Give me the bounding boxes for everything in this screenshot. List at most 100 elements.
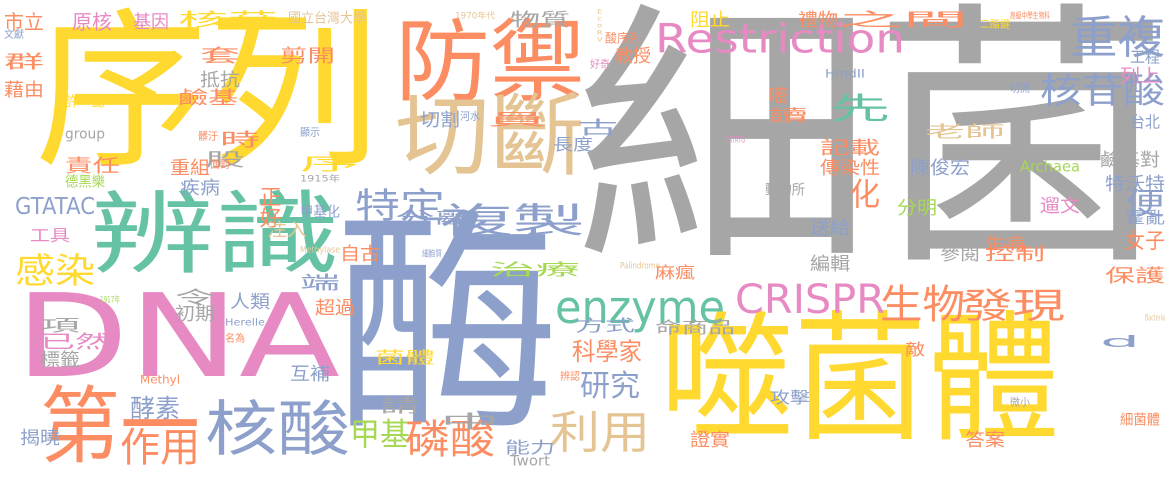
word-zh-107: 麻瘋 <box>655 263 695 282</box>
word-ecorv: EcoRV <box>595 8 605 43</box>
word-zh-66: 老師 <box>925 122 1005 141</box>
word-zh-58: 河水 <box>460 110 480 123</box>
word-enzyme: enzyme <box>555 281 725 334</box>
word-zh-17: 感染 <box>15 252 95 292</box>
word-zh-74: 股 <box>205 150 245 171</box>
word-zh-69: 長度 <box>553 135 593 154</box>
word-zh-92: 遛文 <box>1040 196 1080 217</box>
word-zh-77: 重組 <box>170 158 210 179</box>
word-zh-20: 科學家 <box>572 336 642 367</box>
word-zh-49: 酸序列 <box>605 30 641 46</box>
word-zh-114: 超過 <box>315 298 355 319</box>
word-zh-50: 教授 <box>615 46 651 67</box>
word-zh-119: 已然 <box>40 332 110 353</box>
word-zh-53: 藉由 <box>4 80 44 101</box>
word-zh-27: 發現 <box>960 287 1065 327</box>
word-zh-42: 阻止 <box>690 10 730 31</box>
word-zh-0: 細菌 <box>575 0 1170 303</box>
word-zh-129: 請 <box>380 396 420 417</box>
word-zh-35: 原核 <box>72 10 112 34</box>
word-zh-6: 防禦 <box>395 10 585 115</box>
word-zh-127: 互補 <box>290 364 330 385</box>
word-zh-118: 項 <box>40 316 80 335</box>
word-zh-38: 國立台灣大學 <box>288 10 366 27</box>
word-zh-130: 攻擊 <box>770 388 810 407</box>
word-1970: 1970年代 <box>455 10 495 21</box>
word-zh-132: 中 <box>440 412 500 433</box>
word-zh-52: 群 <box>4 52 44 73</box>
word-zh-44: 之間 <box>838 10 968 31</box>
word-1915: 1915年 <box>300 173 340 184</box>
word-zh-85: 傳染性 <box>820 158 880 179</box>
word-zh-18: 特定 <box>355 187 445 227</box>
word-zh-76: 德黑樂 <box>65 174 105 191</box>
word-zh-105: 治療 <box>490 260 580 279</box>
word-zh-68: 古 <box>578 118 618 139</box>
word-zh-47: 套 <box>200 46 240 67</box>
word-zh-46: 文獻 <box>4 28 24 41</box>
word-zh-116: 命商品 <box>655 318 735 337</box>
word-zh-45: 高級中學生物科 <box>1010 10 1050 21</box>
word-zh-78: 面對 <box>210 158 230 171</box>
word-zh-122: 敵 <box>905 340 925 359</box>
word-zh-24: 酵素 <box>130 394 180 423</box>
word-zh-56: 許一懿 <box>65 94 105 111</box>
word-zh-64: 嘧 <box>768 86 788 107</box>
word-gtatac: GTATAC <box>15 192 95 221</box>
word-zh-21: 研究 <box>580 369 640 404</box>
word-zh-101: 參閱 <box>940 244 980 265</box>
word-zh-22: 利用 <box>550 406 650 459</box>
word-zh-108: 編輯 <box>810 254 850 275</box>
word-zh-25: 甲基 <box>350 416 410 454</box>
word-zh-9: 核酸 <box>205 395 350 465</box>
word-zh-88: 鹼基對 <box>1100 150 1160 171</box>
word-zh-3: 噬菌體 <box>660 298 1060 462</box>
word-zh-2: 序列 <box>35 0 380 192</box>
word-archaea: Archaea <box>1020 158 1080 176</box>
word-zh-29: 先 <box>830 92 890 127</box>
word-zh-34: 市立 <box>4 10 44 34</box>
word-zh-37: 核苷 <box>178 10 278 31</box>
word-zh-135: 證實 <box>690 430 730 451</box>
word-zh-43: 禮物 <box>798 10 838 31</box>
word-catatg: CATATG <box>725 134 745 145</box>
word-zh-14: 生物 <box>880 282 965 328</box>
word-zh-128: 辨認 <box>560 370 580 383</box>
word-zh-98: 自古 <box>340 244 380 265</box>
word-group: group <box>65 126 105 143</box>
word-crispr: CRISPR <box>735 277 885 323</box>
word-zh-104: 端 <box>300 273 340 294</box>
word-zh-11: 重複 <box>1070 11 1165 64</box>
word-zh-55: 鹼基 <box>178 88 238 109</box>
word-zh-48: 剪開 <box>280 46 335 67</box>
word-zh-33: 女子 <box>1125 227 1165 254</box>
word-zh-91: 分明 <box>897 198 937 219</box>
word-methyl: Methyl <box>140 372 180 387</box>
word-zh-54: 抵抗 <box>200 70 240 91</box>
word-zh-81: 疾病 <box>180 178 220 199</box>
word-bacteria: Bacteria <box>1145 312 1165 323</box>
word-zh-100: 生病 <box>985 234 1025 253</box>
word-d: d <box>1100 332 1140 351</box>
word-zh-133: 細菌體 <box>1120 412 1160 429</box>
word-zh-84: 記載 <box>820 138 880 159</box>
word-palindrome: Palindrome <box>620 260 660 271</box>
word-zh-94: 工具 <box>30 226 70 245</box>
word-zh-59: 員 <box>487 110 547 129</box>
word-restriction: Restriction <box>655 15 905 63</box>
word-zh-75: 責任 <box>65 156 120 177</box>
word-herelle: Herelle <box>225 316 265 329</box>
word-zh-28: 二酯鍵 <box>980 18 1010 31</box>
word-zh-102: 控制 <box>985 244 1045 265</box>
word-zh-65: 讀 <box>768 106 808 125</box>
word-zh-124: 標籤 <box>40 350 80 371</box>
word-zh-134: 揭曉 <box>20 428 60 449</box>
word-zh-111: 令 <box>175 288 215 309</box>
word-zh-90: 動物所 <box>765 182 805 199</box>
word-zh-138: 答案 <box>965 430 1005 451</box>
word-zh-1: 酶 <box>335 190 560 466</box>
word-zh-99: 送給 <box>810 218 850 239</box>
word-zh-121: 名為 <box>225 332 245 345</box>
word-zh-93: 霍亂 <box>1125 208 1165 227</box>
